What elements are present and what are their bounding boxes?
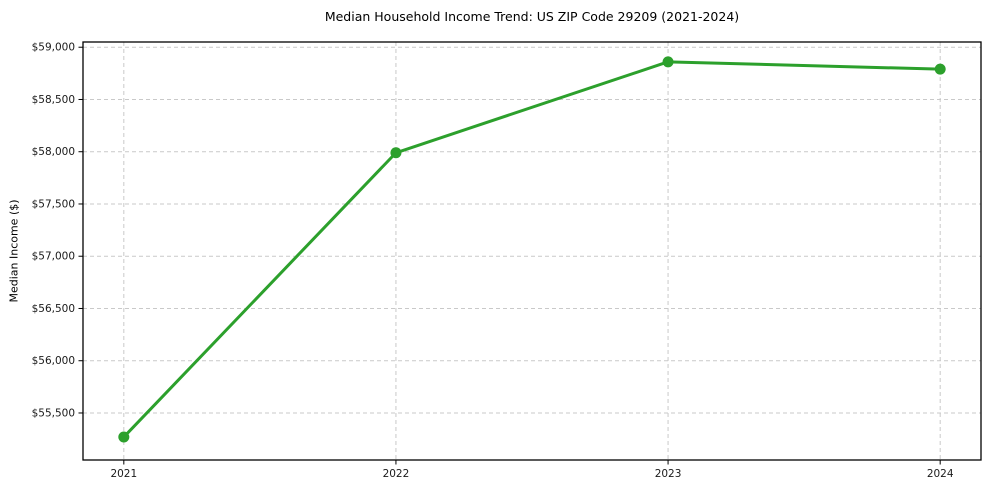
y-tick-label: $57,000 [32,251,75,263]
data-point-marker [118,431,130,443]
x-tick-label: 2021 [110,468,137,480]
data-point-marker [934,63,946,75]
trend-line [122,60,942,439]
y-tick-label: $57,500 [32,198,75,210]
y-tick-label: $58,500 [32,94,75,106]
y-tick-label: $58,000 [32,146,75,158]
x-tick-label: 2023 [655,468,682,480]
data-point-marker [390,147,402,159]
x-tick-label: 2022 [383,468,410,480]
x-tick-label: 2024 [927,468,954,480]
y-tick-label: $56,000 [32,355,75,367]
y-tick-label: $55,500 [32,407,75,419]
y-tick-label: $59,000 [32,42,75,54]
chart-title: Median Household Income Trend: US ZIP Co… [324,9,740,24]
y-tick-label: $56,500 [32,303,75,315]
data-point-marker [662,56,674,68]
plot-border [82,41,982,461]
